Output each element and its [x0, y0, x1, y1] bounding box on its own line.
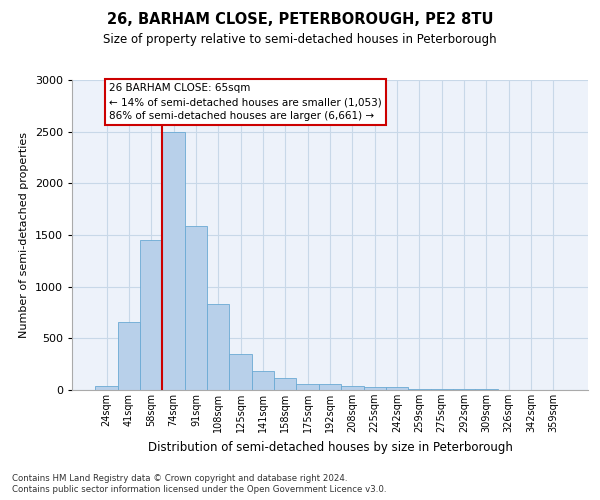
- Bar: [341, 386, 364, 390]
- Bar: [431, 389, 453, 390]
- Text: 26, BARHAM CLOSE, PETERBOROUGH, PE2 8TU: 26, BARHAM CLOSE, PETERBOROUGH, PE2 8TU: [107, 12, 493, 28]
- Bar: [453, 389, 475, 390]
- Bar: [296, 384, 319, 390]
- Text: Contains HM Land Registry data © Crown copyright and database right 2024.: Contains HM Land Registry data © Crown c…: [12, 474, 347, 483]
- Y-axis label: Number of semi-detached properties: Number of semi-detached properties: [19, 132, 29, 338]
- Bar: [386, 388, 408, 390]
- Bar: [207, 304, 229, 390]
- Bar: [95, 386, 118, 390]
- Bar: [185, 226, 207, 390]
- Bar: [118, 322, 140, 390]
- Bar: [252, 371, 274, 390]
- Bar: [140, 240, 163, 390]
- Bar: [319, 384, 341, 390]
- Bar: [364, 387, 386, 390]
- Bar: [229, 354, 252, 390]
- Text: Contains public sector information licensed under the Open Government Licence v3: Contains public sector information licen…: [12, 486, 386, 494]
- X-axis label: Distribution of semi-detached houses by size in Peterborough: Distribution of semi-detached houses by …: [148, 440, 512, 454]
- Text: 26 BARHAM CLOSE: 65sqm
← 14% of semi-detached houses are smaller (1,053)
86% of : 26 BARHAM CLOSE: 65sqm ← 14% of semi-det…: [109, 83, 382, 121]
- Text: Size of property relative to semi-detached houses in Peterborough: Size of property relative to semi-detach…: [103, 32, 497, 46]
- Bar: [163, 132, 185, 390]
- Bar: [274, 378, 296, 390]
- Bar: [408, 389, 431, 390]
